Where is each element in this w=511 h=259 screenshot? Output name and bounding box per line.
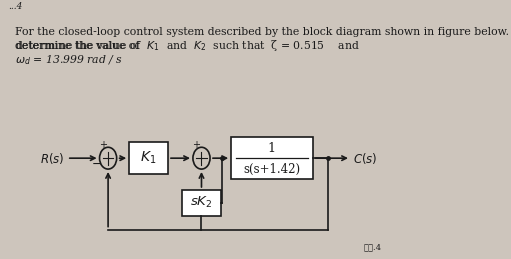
Text: $C(s)$: $C(s)$	[353, 151, 378, 166]
Text: سؤ.4: سؤ.4	[364, 243, 382, 251]
Text: +: +	[99, 140, 107, 150]
FancyBboxPatch shape	[129, 142, 168, 174]
FancyBboxPatch shape	[231, 137, 313, 179]
Text: $sK_2$: $sK_2$	[190, 195, 213, 210]
Text: ...4: ...4	[9, 3, 23, 11]
Text: −: −	[92, 158, 102, 171]
Text: s(s+1.42): s(s+1.42)	[243, 162, 300, 176]
Text: determine the value of: determine the value of	[15, 41, 146, 51]
FancyBboxPatch shape	[182, 190, 221, 216]
Text: $\omega_d$ = 13.999 rad / s: $\omega_d$ = 13.999 rad / s	[15, 53, 123, 67]
Text: 1: 1	[268, 142, 276, 155]
Text: $R(s)$: $R(s)$	[40, 151, 64, 166]
Text: $K_1$: $K_1$	[141, 150, 157, 166]
Text: +: +	[192, 140, 200, 150]
Text: For the closed-loop control system described by the block diagram shown in figur: For the closed-loop control system descr…	[15, 27, 509, 37]
Text: determine the value of  $K_1$  and  $K_2$  such that  ζ = 0.515    and: determine the value of $K_1$ and $K_2$ s…	[15, 38, 360, 53]
